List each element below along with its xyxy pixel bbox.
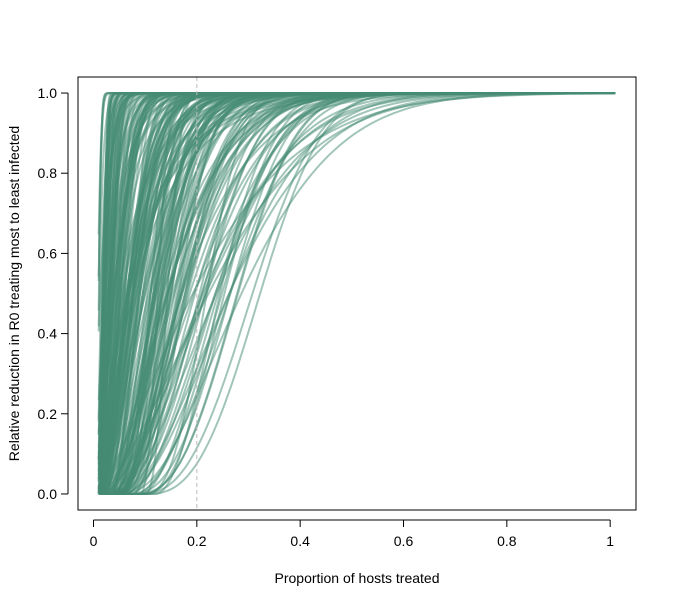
plot-frame	[77, 76, 637, 511]
y-tick-label: 0.2	[38, 406, 58, 422]
x-tick-label: 0.8	[497, 533, 517, 549]
y-axis-title: Relative reduction in R0 treating most t…	[6, 126, 22, 461]
x-tick-label: 0.4	[290, 533, 310, 549]
x-tick-label: 0.2	[187, 533, 207, 549]
x-tick-label: 1	[606, 533, 614, 549]
y-tick-label: 0.4	[38, 326, 58, 342]
series-line	[98, 92, 616, 495]
y-tick-label: 0.0	[38, 486, 58, 502]
y-tick-label: 0.8	[38, 165, 58, 181]
x-axis-title: Proportion of hosts treated	[275, 570, 440, 586]
x-axis: 0 0.2 0.4 0.6 0.8 1	[90, 519, 614, 549]
y-tick-label: 1.0	[38, 85, 58, 101]
x-tick-label: 0	[90, 533, 98, 549]
x-tick-label: 0.6	[394, 533, 414, 549]
y-axis: 0.0 0.2 0.4 0.6 0.8 1.0	[38, 85, 69, 502]
series-curves	[97, 92, 616, 495]
y-tick-label: 0.6	[38, 245, 58, 261]
